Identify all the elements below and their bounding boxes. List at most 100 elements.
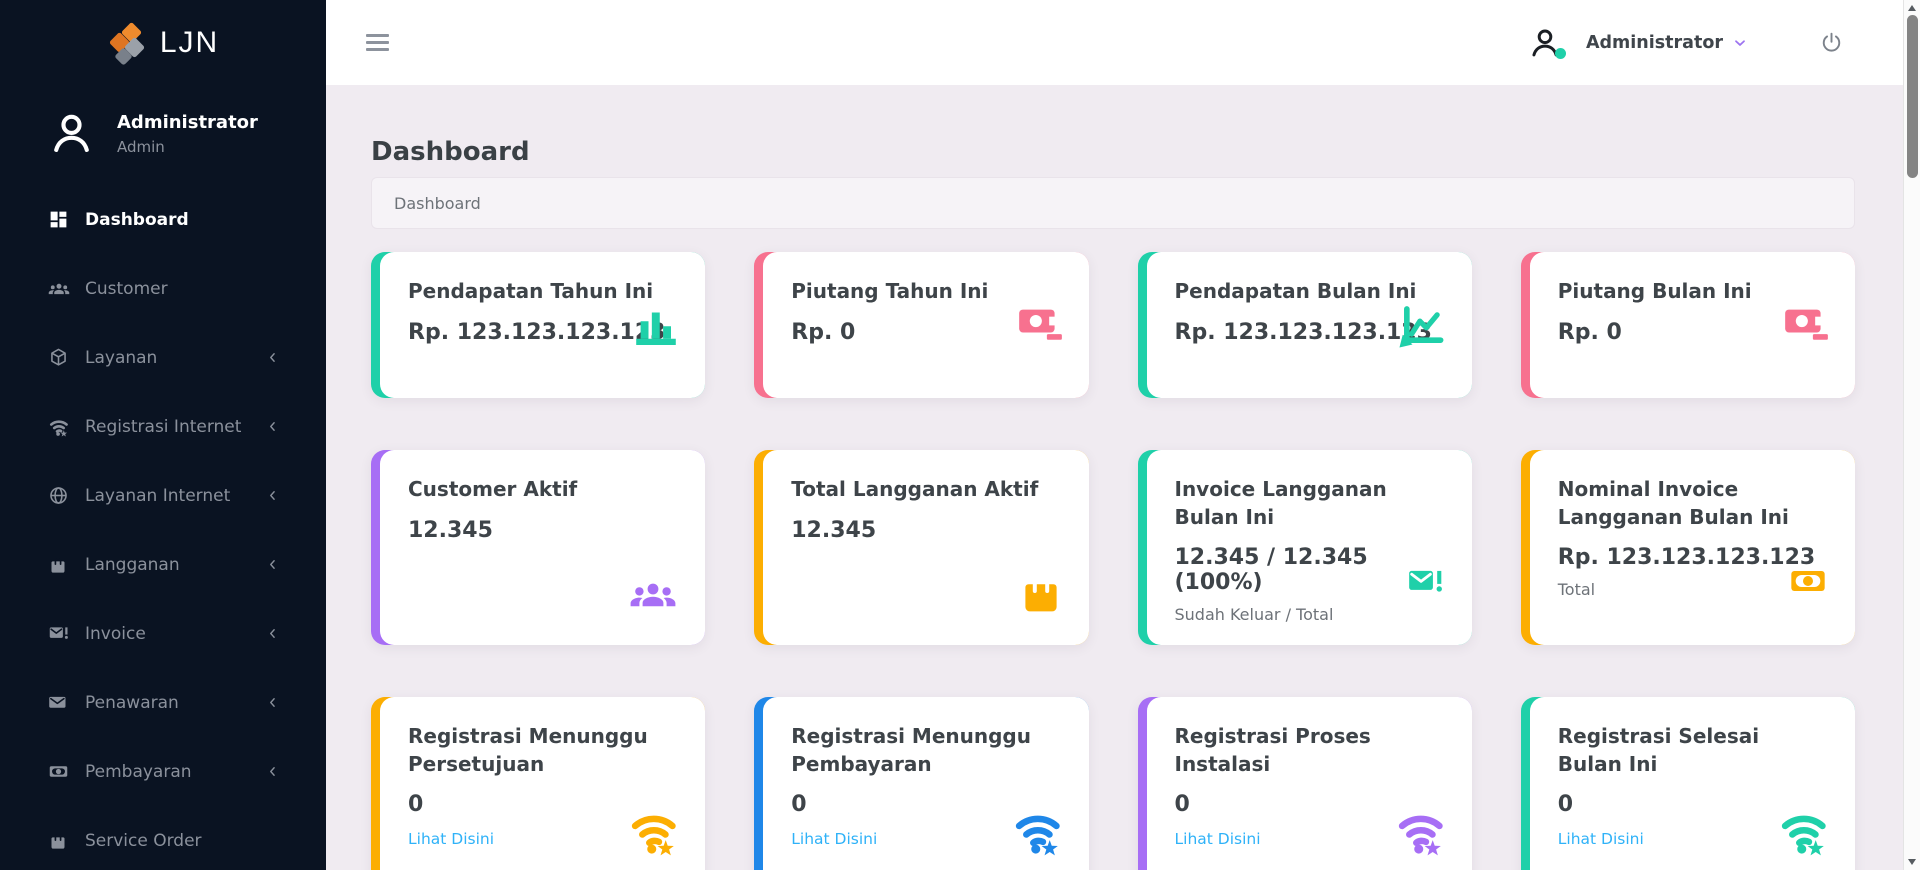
lihat-disini-link[interactable]: Lihat Disini bbox=[1174, 830, 1261, 849]
stat-card-registrasi-instalasi: Registrasi Proses Instalasi 0 Lihat Disi… bbox=[1137, 697, 1472, 870]
card-value: Rp. 123.123.123.123 bbox=[1174, 319, 1432, 345]
bar-chart-icon bbox=[631, 300, 681, 350]
sidebar-item-invoice[interactable]: Invoice bbox=[0, 599, 326, 668]
sidebar-item-label: Customer bbox=[85, 278, 168, 299]
stat-card-langganan-aktif: Total Langganan Aktif 12.345 bbox=[754, 450, 1089, 645]
sidebar-item-customer[interactable]: Customer bbox=[0, 254, 326, 323]
sidebar-item-label: Penawaran bbox=[85, 692, 179, 713]
stat-card-registrasi-selesai: Registrasi Selesai Bulan Ini 0 Lihat Dis… bbox=[1520, 697, 1855, 870]
user-panel: Administrator Admin bbox=[0, 86, 326, 173]
money-icon bbox=[48, 761, 70, 782]
card-value: Rp. 0 bbox=[791, 319, 856, 345]
card-title: Pendapatan Bulan Ini bbox=[1174, 279, 1417, 303]
sidebar-item-layanan-internet[interactable]: Layanan Internet bbox=[0, 461, 326, 530]
lihat-disini-link[interactable]: Lihat Disini bbox=[791, 830, 878, 849]
sidebar-item-dashboard[interactable]: Dashboard bbox=[0, 185, 326, 254]
wifi-star-icon bbox=[1777, 805, 1831, 859]
card-title: Customer Aktif bbox=[408, 477, 578, 501]
money-minus-icon bbox=[1781, 300, 1831, 350]
stat-card-piutang-tahun: Piutang Tahun Ini Rp. 0 bbox=[754, 252, 1089, 398]
sidebar-item-penawaran[interactable]: Penawaran bbox=[0, 668, 326, 737]
wifi-star-icon bbox=[627, 805, 681, 859]
chevron-left-icon bbox=[265, 350, 280, 365]
user-name: Administrator bbox=[117, 111, 258, 133]
card-subtext: Total bbox=[1557, 580, 1596, 600]
brand-logo: LJN bbox=[0, 0, 326, 86]
chevron-left-icon bbox=[265, 695, 280, 710]
lihat-disini-link[interactable]: Lihat Disini bbox=[1557, 830, 1644, 849]
wifi-star-icon bbox=[48, 416, 70, 438]
chevron-left-icon bbox=[265, 557, 280, 572]
mail-icon bbox=[48, 692, 70, 713]
card-value: 0 bbox=[1557, 792, 1574, 818]
user-avatar-icon bbox=[48, 110, 95, 157]
card-subtext: Sudah Keluar / Total bbox=[1174, 605, 1334, 625]
breadcrumb-item: Dashboard bbox=[394, 193, 481, 213]
card-value: Rp. 123.123.123.123 bbox=[1557, 545, 1816, 571]
wifi-star-icon bbox=[1011, 805, 1065, 859]
chevron-left-icon bbox=[265, 764, 280, 779]
topbar-user-name: Administrator bbox=[1585, 32, 1723, 53]
brand-diamonds-icon bbox=[107, 21, 147, 66]
mail-alert-icon bbox=[1402, 563, 1448, 601]
card-title: Invoice Langganan Bulan Ini bbox=[1174, 477, 1387, 529]
sidebar-item-label: Registrasi Internet bbox=[85, 416, 242, 437]
card-title: Registrasi Selesai Bulan Ini bbox=[1557, 724, 1760, 776]
stat-card-pendapatan-tahun: Pendapatan Tahun Ini Rp. 123.123.123.123 bbox=[371, 252, 706, 398]
dashboard-grid-icon bbox=[48, 209, 70, 230]
sidebar-nav: Dashboard Customer Layanan Registrasi In… bbox=[0, 173, 326, 875]
stats-grid: Pendapatan Tahun Ini Rp. 123.123.123.123… bbox=[371, 252, 1855, 870]
shopping-bag-icon bbox=[48, 831, 70, 851]
vertical-scrollbar bbox=[1903, 0, 1920, 870]
card-title: Pendapatan Tahun Ini bbox=[408, 279, 654, 303]
sidebar-item-label: Layanan Internet bbox=[85, 485, 231, 506]
stat-card-invoice-langganan: Invoice Langganan Bulan Ini 12.345 / 12.… bbox=[1137, 450, 1472, 645]
main-content: Dashboard Dashboard Pendapatan Tahun Ini… bbox=[326, 85, 1903, 870]
card-value: 0 bbox=[408, 792, 424, 818]
user-dropdown[interactable]: Administrator bbox=[1528, 26, 1748, 60]
chevron-left-icon bbox=[265, 488, 280, 503]
chevron-left-icon bbox=[265, 626, 280, 641]
logout-power-icon[interactable] bbox=[1820, 31, 1843, 54]
stat-card-registrasi-persetujuan: Registrasi Menunggu Persetujuan 0 Lihat … bbox=[371, 697, 706, 870]
chevron-down-icon bbox=[1732, 35, 1748, 51]
package-icon bbox=[48, 347, 70, 368]
line-chart-icon bbox=[1396, 299, 1448, 351]
sidebar-item-label: Dashboard bbox=[85, 209, 189, 230]
scroll-down-arrow-icon[interactable] bbox=[1908, 859, 1916, 865]
shopping-bag-icon bbox=[1017, 567, 1065, 619]
sidebar: LJN Administrator Admin Dashboard Custom… bbox=[0, 0, 326, 870]
card-title: Piutang Bulan Ini bbox=[1557, 279, 1752, 303]
card-value: 0 bbox=[791, 792, 807, 818]
sidebar-item-service-order[interactable]: Service Order bbox=[0, 806, 326, 875]
sidebar-item-langganan[interactable]: Langganan bbox=[0, 530, 326, 599]
card-value: 12.345 / 12.345 (100%) bbox=[1174, 545, 1368, 596]
money-minus-icon bbox=[1015, 300, 1065, 350]
hamburger-menu-icon[interactable] bbox=[366, 30, 389, 55]
sidebar-item-pembayaran[interactable]: Pembayaran bbox=[0, 737, 326, 806]
user-role: Admin bbox=[117, 138, 165, 157]
sidebar-item-label: Pembayaran bbox=[85, 761, 192, 782]
chevron-left-icon bbox=[265, 419, 280, 434]
sidebar-item-label: Invoice bbox=[85, 623, 146, 644]
online-status-dot bbox=[1554, 47, 1566, 59]
stat-card-customer-aktif: Customer Aktif 12.345 bbox=[371, 450, 706, 645]
person-icon bbox=[1528, 26, 1566, 60]
sidebar-item-registrasi-internet[interactable]: Registrasi Internet bbox=[0, 392, 326, 461]
stat-card-nominal-invoice: Nominal Invoice Langganan Bulan Ini Rp. … bbox=[1520, 450, 1855, 645]
card-title: Registrasi Proses Instalasi bbox=[1174, 724, 1371, 776]
sidebar-item-label: Layanan bbox=[85, 347, 158, 368]
card-value: 0 bbox=[1174, 792, 1190, 818]
card-title: Registrasi Menunggu Persetujuan bbox=[408, 724, 648, 776]
money-icon bbox=[1785, 561, 1831, 601]
card-title: Registrasi Menunggu Pembayaran bbox=[791, 724, 1031, 776]
scrollbar-thumb[interactable] bbox=[1906, 15, 1918, 178]
scroll-up-arrow-icon[interactable] bbox=[1908, 5, 1916, 11]
topbar: Administrator bbox=[326, 0, 1903, 85]
wifi-star-icon bbox=[1394, 805, 1448, 859]
page-title: Dashboard bbox=[371, 137, 530, 167]
sidebar-item-layanan[interactable]: Layanan bbox=[0, 323, 326, 392]
card-value: Rp. 123.123.123.123 bbox=[408, 319, 666, 345]
lihat-disini-link[interactable]: Lihat Disini bbox=[408, 830, 495, 849]
breadcrumb: Dashboard bbox=[371, 177, 1855, 229]
